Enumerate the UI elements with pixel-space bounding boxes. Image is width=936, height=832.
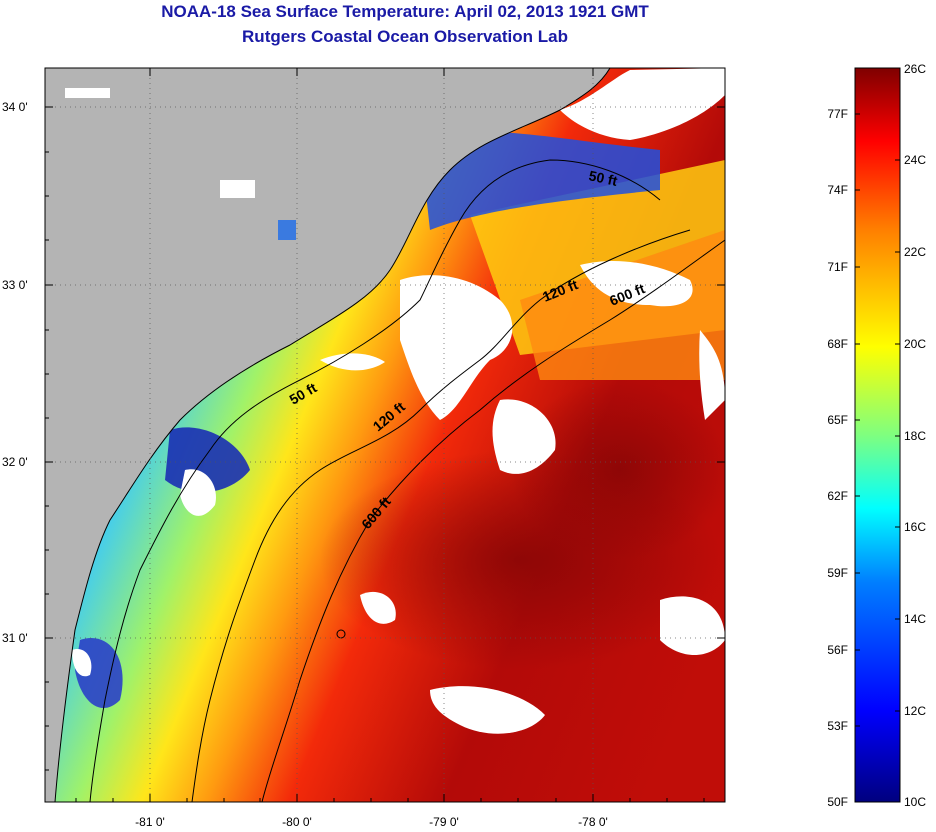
lon-label-78: -78 0' bbox=[578, 815, 608, 829]
lat-label-34: 34 0' bbox=[2, 100, 28, 114]
colorbar-f-53: 53F bbox=[827, 719, 848, 733]
colorbar-f-71: 71F bbox=[827, 260, 848, 274]
colorbar-f-77: 77F bbox=[827, 107, 848, 121]
map-subtitle: Rutgers Coastal Ocean Observation Lab bbox=[242, 27, 568, 46]
lon-label-80: -80 0' bbox=[282, 815, 312, 829]
colorbar-c-20: 20C bbox=[904, 337, 926, 351]
contour-label-50ft-north: 50 ft bbox=[587, 167, 619, 189]
lat-label-32: 32 0' bbox=[2, 455, 28, 469]
map-title: NOAA-18 Sea Surface Temperature: April 0… bbox=[161, 2, 649, 21]
colorbar bbox=[854, 67, 901, 803]
colorbar-f-68: 68F bbox=[827, 337, 848, 351]
colorbar-c-24: 24C bbox=[904, 153, 926, 167]
axis-ticks bbox=[45, 68, 725, 802]
colorbar-f-59: 59F bbox=[827, 566, 848, 580]
land-mass bbox=[45, 68, 610, 802]
colorbar-f-50: 50F bbox=[827, 795, 848, 809]
colorbar-f-74: 74F bbox=[827, 183, 848, 197]
lat-label-31: 31 0' bbox=[2, 631, 28, 645]
colorbar-ticks bbox=[855, 113, 900, 727]
colorbar-c-16: 16C bbox=[904, 520, 926, 534]
colorbar-c-14: 14C bbox=[904, 612, 926, 626]
colorbar-f-56: 56F bbox=[827, 643, 848, 657]
colorbar-c-22: 22C bbox=[904, 245, 926, 259]
colorbar-c-18: 18C bbox=[904, 429, 926, 443]
colorbar-f-62: 62F bbox=[827, 489, 848, 503]
map-area bbox=[45, 68, 725, 802]
colorbar-c-10: 10C bbox=[904, 795, 926, 809]
lat-label-33: 33 0' bbox=[2, 278, 28, 292]
map-frame bbox=[44, 67, 726, 803]
lon-label-79: -79 0' bbox=[429, 815, 459, 829]
colorbar-c-26: 26C bbox=[904, 62, 926, 76]
colorbar-c-12: 12C bbox=[904, 704, 926, 718]
lon-label-81: -81 0' bbox=[135, 815, 165, 829]
cloud-cover bbox=[72, 68, 725, 734]
colorbar-f-65: 65F bbox=[827, 413, 848, 427]
